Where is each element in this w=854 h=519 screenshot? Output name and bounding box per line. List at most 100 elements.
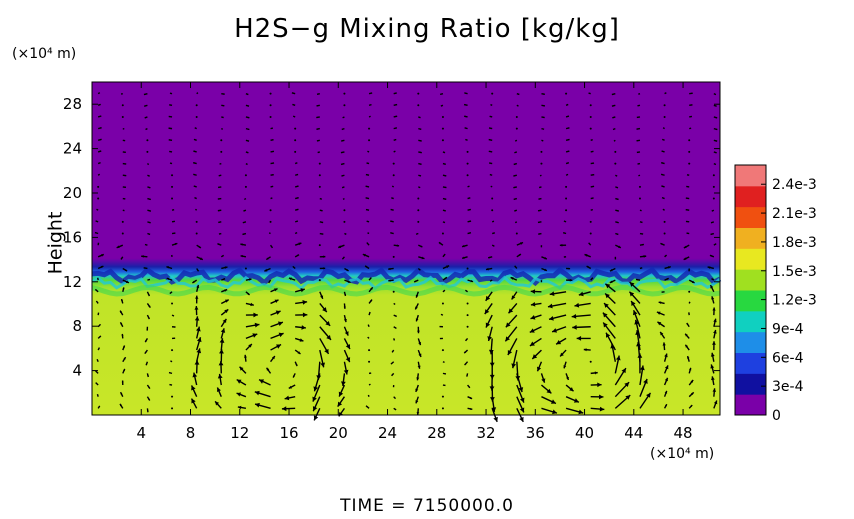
vector-arrowhead <box>369 299 373 302</box>
colorbar-tick-label: 6e-4 <box>772 350 804 366</box>
vector-dot <box>343 209 346 212</box>
vector-arrowhead <box>715 151 717 154</box>
vector-arrowhead <box>419 186 421 188</box>
vector-arrowhead <box>123 357 126 360</box>
vector-arrowhead <box>343 306 346 309</box>
vector-dot <box>294 127 297 130</box>
vector-dot <box>466 267 469 270</box>
vector-arrowhead <box>662 139 664 141</box>
vector-arrowhead <box>321 209 323 212</box>
vector-arrowhead <box>462 256 465 259</box>
vector-dot <box>441 395 444 398</box>
vector-arrowhead <box>297 254 300 257</box>
vector-arrowhead <box>271 246 273 248</box>
vector-arrowhead <box>598 394 604 400</box>
vector-arrowhead <box>194 316 200 321</box>
vector-arrowhead <box>444 163 446 165</box>
vector-arrowhead <box>196 326 201 332</box>
vector-arrowhead <box>567 104 569 106</box>
vector-arrowhead <box>337 401 343 407</box>
vector-dot <box>392 290 395 293</box>
vector-arrowhead <box>419 175 422 177</box>
vector-arrowhead <box>124 174 127 177</box>
vector-arrowhead <box>240 255 243 258</box>
vector-arrowhead <box>149 198 151 200</box>
vector-arrowhead <box>272 139 274 141</box>
vector-arrowhead <box>709 255 712 257</box>
vector-arrowhead <box>395 315 397 317</box>
vector-arrowhead <box>617 209 619 212</box>
vector-arrowhead <box>98 405 100 408</box>
vector-dot <box>171 407 174 410</box>
vector-dot <box>515 115 518 118</box>
vector-arrowhead <box>641 267 643 269</box>
vector-arrowhead <box>297 351 301 354</box>
vector-dot <box>466 325 469 328</box>
vector-arrowhead <box>395 139 397 141</box>
vector-dot <box>688 290 691 293</box>
vector-arrowhead <box>689 301 690 303</box>
vector-arrowhead <box>394 408 397 410</box>
colorbar-segment <box>735 185 766 208</box>
chart-title: H2S−g Mixing Ratio [kg/kg] <box>234 14 620 44</box>
y-tick-label: 24 <box>63 140 82 158</box>
vector-arrowhead <box>143 93 146 95</box>
vector-arrowhead <box>369 312 371 314</box>
vector-arrowhead <box>518 387 524 393</box>
vector-arrowhead <box>438 242 442 245</box>
vector-arrowhead <box>198 245 201 248</box>
vector-arrowhead <box>552 409 557 415</box>
vector-dot <box>565 185 568 188</box>
vector-arrowhead <box>420 245 423 248</box>
vector-arrowhead <box>194 306 199 310</box>
vector-arrowhead <box>468 386 470 388</box>
vector-arrowhead <box>124 198 126 200</box>
vector-arrowhead <box>217 209 220 212</box>
vector-arrowhead <box>254 390 260 396</box>
vector-arrowhead <box>248 343 252 348</box>
vector-arrowhead <box>396 244 400 247</box>
vector-arrowhead <box>365 265 368 268</box>
vector-arrowhead <box>145 363 148 366</box>
vector-arrowhead <box>250 302 254 307</box>
vector-arrowhead <box>637 105 639 107</box>
vector-arrowhead <box>417 365 421 369</box>
vector-arrowhead <box>392 351 394 353</box>
vector-arrowhead <box>488 349 494 355</box>
vector-arrowhead <box>224 266 228 269</box>
vector-arrowhead <box>321 221 324 223</box>
colorbar-segment <box>735 290 766 312</box>
vector-arrowhead <box>552 328 558 333</box>
vector-arrowhead <box>174 242 178 246</box>
vector-arrowhead <box>193 162 195 164</box>
vector-arrowhead <box>97 277 99 279</box>
vector-arrowhead <box>591 139 593 141</box>
vector-arrowhead <box>395 127 397 129</box>
vector-arrowhead <box>711 376 715 381</box>
vector-arrowhead <box>278 332 284 338</box>
vector-arrowhead <box>490 280 492 282</box>
vector-arrowhead <box>629 291 635 297</box>
x-tick-label: 40 <box>575 424 594 442</box>
vector-arrowhead <box>514 210 516 212</box>
vector-arrowhead <box>643 378 648 384</box>
vector-arrowhead <box>511 295 516 300</box>
vector-arrowhead <box>513 163 516 165</box>
vector-arrowhead <box>124 163 127 165</box>
x-tick-label: 44 <box>624 424 643 442</box>
vector-arrowhead <box>632 310 638 316</box>
vector-arrowhead <box>691 280 695 283</box>
vector-arrowhead <box>515 376 521 381</box>
vector-arrowhead <box>488 139 491 141</box>
vector-arrowhead <box>643 255 647 258</box>
vector-arrowhead <box>584 254 588 257</box>
vector-arrowhead <box>665 404 667 407</box>
vector-arrowhead <box>395 92 397 94</box>
vector-dot <box>368 127 371 130</box>
vector-arrowhead <box>636 116 639 118</box>
colorbar-tick-label: 2.4e-3 <box>772 177 817 193</box>
vector-arrowhead <box>609 280 613 283</box>
vector-arrowhead <box>247 151 249 154</box>
vector-dot <box>565 92 568 95</box>
vector-arrowhead <box>341 175 343 177</box>
